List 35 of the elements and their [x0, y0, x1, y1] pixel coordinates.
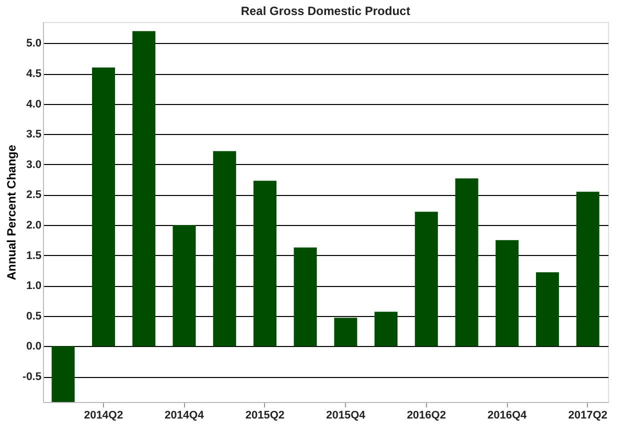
bar [536, 272, 559, 346]
y-tick-label: 0.0 [26, 340, 42, 353]
bar [414, 212, 438, 346]
bar [132, 31, 156, 346]
y-axis-title: Annual Percent Change [4, 144, 19, 280]
y-tick-label: 5.0 [26, 38, 42, 50]
x-tick-label: 2017Q2 [568, 410, 608, 422]
bar [455, 178, 478, 346]
y-tick-label: 2.0 [26, 220, 42, 232]
bar [576, 192, 600, 346]
y-tick-label: 0.5 [26, 310, 42, 322]
bar [334, 318, 358, 346]
bar [294, 247, 317, 346]
y-tick-label: 1.5 [26, 250, 42, 262]
bar [92, 67, 116, 346]
bar [52, 346, 75, 402]
y-tick-label: -0.5 [22, 371, 42, 384]
x-tick-label: 2014Q2 [84, 410, 124, 422]
y-tick-label: 2.5 [26, 189, 42, 202]
y-tick-label: 1.0 [26, 280, 42, 292]
y-tick-label: 4.0 [26, 98, 42, 110]
x-tick-label: 2016Q2 [406, 410, 446, 422]
bar [374, 312, 398, 346]
bar [172, 225, 196, 346]
y-tick-label: 4.5 [26, 68, 42, 80]
x-tick-label: 2015Q4 [326, 410, 366, 422]
x-tick-label: 2014Q4 [164, 410, 205, 422]
bar [253, 180, 276, 346]
x-tick-label: 2016Q4 [488, 410, 528, 422]
x-tick-label: 2015Q2 [245, 410, 285, 422]
y-tick-label: 3.5 [26, 128, 42, 141]
y-tick-label: 3.0 [26, 158, 42, 171]
bar [213, 151, 236, 346]
bar [496, 240, 519, 346]
chart-title: Real Gross Domestic Product [240, 4, 410, 18]
